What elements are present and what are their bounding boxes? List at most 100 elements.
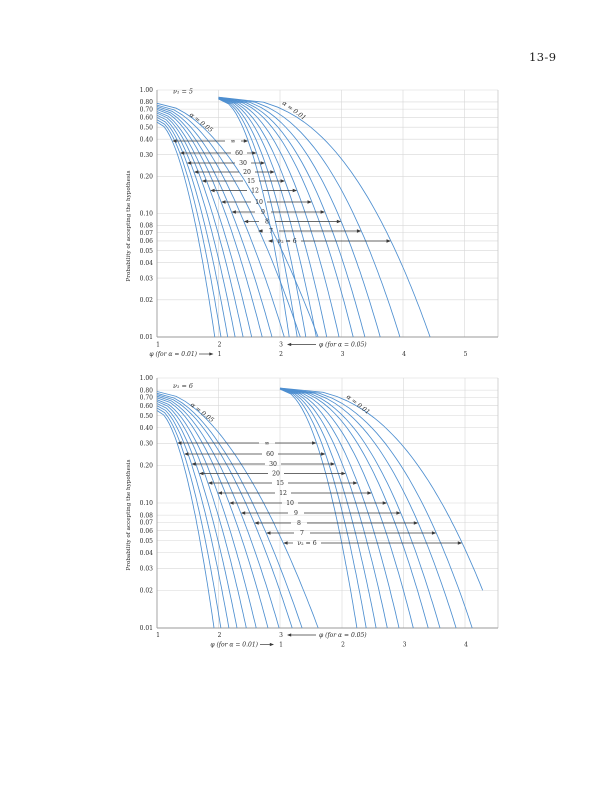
nu1-label: ν₁ = 5 xyxy=(173,88,193,96)
y-tick-label: 0.80 xyxy=(140,387,154,394)
oc-curve-alpha05 xyxy=(156,410,215,629)
y-tick-label: 0.10 xyxy=(140,211,154,218)
oc-curve-alpha05 xyxy=(156,392,303,629)
y-tick-label: 0.80 xyxy=(140,99,154,106)
y-tick-label: 0.20 xyxy=(140,174,154,181)
oc-curve-alpha05 xyxy=(156,407,222,629)
x-tick-label-alpha05: 3 xyxy=(279,632,283,639)
nu2-label: 12 xyxy=(279,490,287,497)
nu2-arrow-head xyxy=(172,139,177,143)
nu2-label: ∞ xyxy=(230,138,235,145)
oc-curve-alpha05 xyxy=(156,109,263,338)
x-tick-label-alpha01: 2 xyxy=(279,351,283,358)
y-tick-label: 0.40 xyxy=(140,425,154,432)
nu2-label: 20 xyxy=(243,169,251,176)
nu2-arrow-head xyxy=(356,229,362,233)
nu2-arrow-head xyxy=(413,521,419,525)
nu2-arrow-head xyxy=(231,210,236,214)
oc-curve-alpha01 xyxy=(279,387,441,629)
oc-curve-alpha05 xyxy=(156,102,319,338)
oc-curve-alpha01 xyxy=(218,97,366,338)
y-tick-label: 0.01 xyxy=(140,334,153,341)
y-tick-label: 0.03 xyxy=(140,275,154,282)
oc-curve-alpha05 xyxy=(156,394,293,629)
x-tick-label-alpha05: 1 xyxy=(156,632,160,639)
scale-arrow-head xyxy=(209,352,214,356)
oc-curve-alpha01 xyxy=(279,387,484,591)
nu2-arrow-head xyxy=(307,200,312,204)
oc-curve-alpha05 xyxy=(156,107,273,338)
nu2-arrow-head xyxy=(367,491,372,495)
nu2-arrow-head xyxy=(386,239,391,243)
nu2-arrow-head xyxy=(184,452,189,456)
oc-curve-alpha01 xyxy=(218,97,354,338)
oc-curve-alpha01 xyxy=(279,387,473,629)
oc-curve-alpha05 xyxy=(156,114,236,338)
oc-curve-alpha05 xyxy=(156,111,253,338)
nu2-arrow-head xyxy=(201,179,207,183)
x-tick-label-alpha01: 3 xyxy=(341,351,345,358)
x-tick-label-alpha01: 1 xyxy=(279,642,283,649)
oc-curve-alpha01 xyxy=(279,388,429,629)
y-tick-label: 0.05 xyxy=(140,538,154,545)
nu2-arrow-head xyxy=(431,531,437,535)
y-tick-label: 0.07 xyxy=(140,520,154,527)
oc-curve-alpha01 xyxy=(218,97,381,338)
y-tick-label: 0.50 xyxy=(140,413,154,420)
nu2-label: 30 xyxy=(239,160,247,167)
y-axis-title: Probability of accepting the hypothesis xyxy=(126,170,132,281)
oc-curve-alpha05 xyxy=(156,391,319,629)
nu2-label: ∞ xyxy=(264,440,269,447)
nu2-label: 7 xyxy=(300,530,304,537)
nu2-arrow-head xyxy=(217,491,222,495)
y-tick-label: 0.40 xyxy=(140,136,154,143)
nu2-arrow-head xyxy=(330,462,336,466)
y-tick-label: 0.04 xyxy=(140,550,154,557)
oc-curve-alpha05 xyxy=(156,104,301,338)
nu2-arrow-head xyxy=(229,501,234,505)
y-tick-label: 0.04 xyxy=(140,260,154,267)
nu2-arrow-head xyxy=(266,531,271,535)
oc-curve-alpha05 xyxy=(156,117,229,338)
y-tick-label: 0.07 xyxy=(140,230,154,237)
x-scale-label-alpha05: φ (for α = 0.05) xyxy=(319,632,367,639)
nu2-arrow-head xyxy=(312,441,317,445)
y-axis-title: Probability of accepting the hypothesis xyxy=(126,459,132,570)
y-tick-label: 0.08 xyxy=(140,512,154,519)
oc-curve-alpha01 xyxy=(279,388,388,629)
nu2-arrow-head xyxy=(396,511,401,515)
y-tick-label: 0.06 xyxy=(140,528,154,535)
oc-curve-alpha01 xyxy=(218,98,298,338)
nu2-arrow-head xyxy=(260,161,266,165)
nu2-label: 60 xyxy=(266,451,274,458)
y-tick-label: 0.10 xyxy=(140,500,154,507)
nu2-arrow-head xyxy=(221,200,226,204)
nu2-label: 9 xyxy=(294,510,298,517)
page-number: 13-9 xyxy=(529,50,557,64)
nu2-label: 30 xyxy=(269,461,277,468)
nu2-arrow-head xyxy=(191,462,196,466)
alpha-level-label: α = 0.01 xyxy=(345,394,371,416)
oc-curve-alpha01 xyxy=(218,98,290,338)
nu2-label: 15 xyxy=(247,178,255,185)
oc-curve-alpha05 xyxy=(156,119,222,338)
nu2-arrow-head xyxy=(254,521,259,525)
x-scale-label-alpha05: φ (for α = 0.05) xyxy=(319,342,367,349)
nu2-arrow-head xyxy=(270,170,275,174)
y-tick-label: 0.02 xyxy=(140,588,154,595)
oc-curve-alpha01 xyxy=(218,97,328,338)
oc-curve-alpha01 xyxy=(218,98,307,338)
y-tick-label: 0.70 xyxy=(140,106,154,113)
nu2-arrow-head xyxy=(341,471,346,476)
oc-curve-alpha01 xyxy=(218,97,340,338)
x-tick-label-alpha01: 3 xyxy=(403,642,407,649)
nu2-label: 8 xyxy=(265,219,269,226)
y-tick-label: 0.20 xyxy=(140,463,154,470)
nu2-arrow-head xyxy=(268,239,273,243)
x-tick-label-alpha01: 2 xyxy=(341,642,345,649)
oc-curve-alpha05 xyxy=(156,403,238,629)
x-tick-label-alpha05: 2 xyxy=(218,342,222,349)
x-tick-label-alpha05: 2 xyxy=(218,632,222,639)
nu2-arrow-head xyxy=(280,179,285,183)
nu2-label: ν₂ = 6 xyxy=(277,238,296,245)
